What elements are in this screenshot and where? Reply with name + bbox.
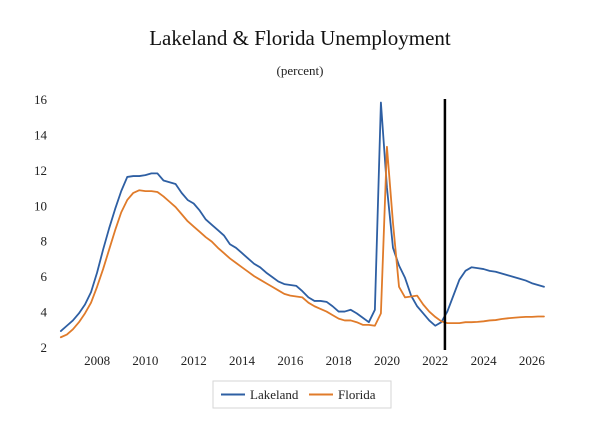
x-tick-label: 2014 (229, 353, 256, 368)
plot-area: 2 4 6 8 10 12 14 16 2008 2010 2012 2014 2016 2018 2020… (34, 92, 545, 368)
x-tick-label: 2026 (519, 353, 546, 368)
x-tick-label: 2018 (326, 353, 352, 368)
chart-subtitle: (percent) (277, 63, 324, 78)
y-tick-label: 8 (41, 234, 48, 249)
x-tick-label: 2012 (181, 353, 207, 368)
x-tick-label: 2022 (422, 353, 448, 368)
x-tick-label: 2020 (374, 353, 400, 368)
series-line-lakeland (59, 101, 545, 332)
y-tick-label: 12 (34, 163, 47, 178)
chart-title: Lakeland & Florida Unemployment (149, 26, 451, 50)
y-tick-label: 2 (41, 340, 48, 355)
legend-label-lakeland: Lakeland (250, 387, 299, 402)
y-tick-label: 6 (41, 269, 48, 284)
y-tick-label: 10 (34, 198, 47, 213)
x-tick-label: 2016 (277, 353, 304, 368)
series-line-florida (59, 145, 545, 339)
x-tick-label: 2008 (84, 353, 110, 368)
y-tick-label: 14 (34, 127, 48, 142)
x-tick-label: 2010 (132, 353, 158, 368)
y-tick-label: 16 (34, 92, 48, 107)
x-tick-label: 2024 (471, 353, 498, 368)
y-tick-label: 4 (41, 305, 48, 320)
legend: Lakeland Florida (212, 380, 392, 409)
legend-label-florida: Florida (338, 387, 376, 402)
